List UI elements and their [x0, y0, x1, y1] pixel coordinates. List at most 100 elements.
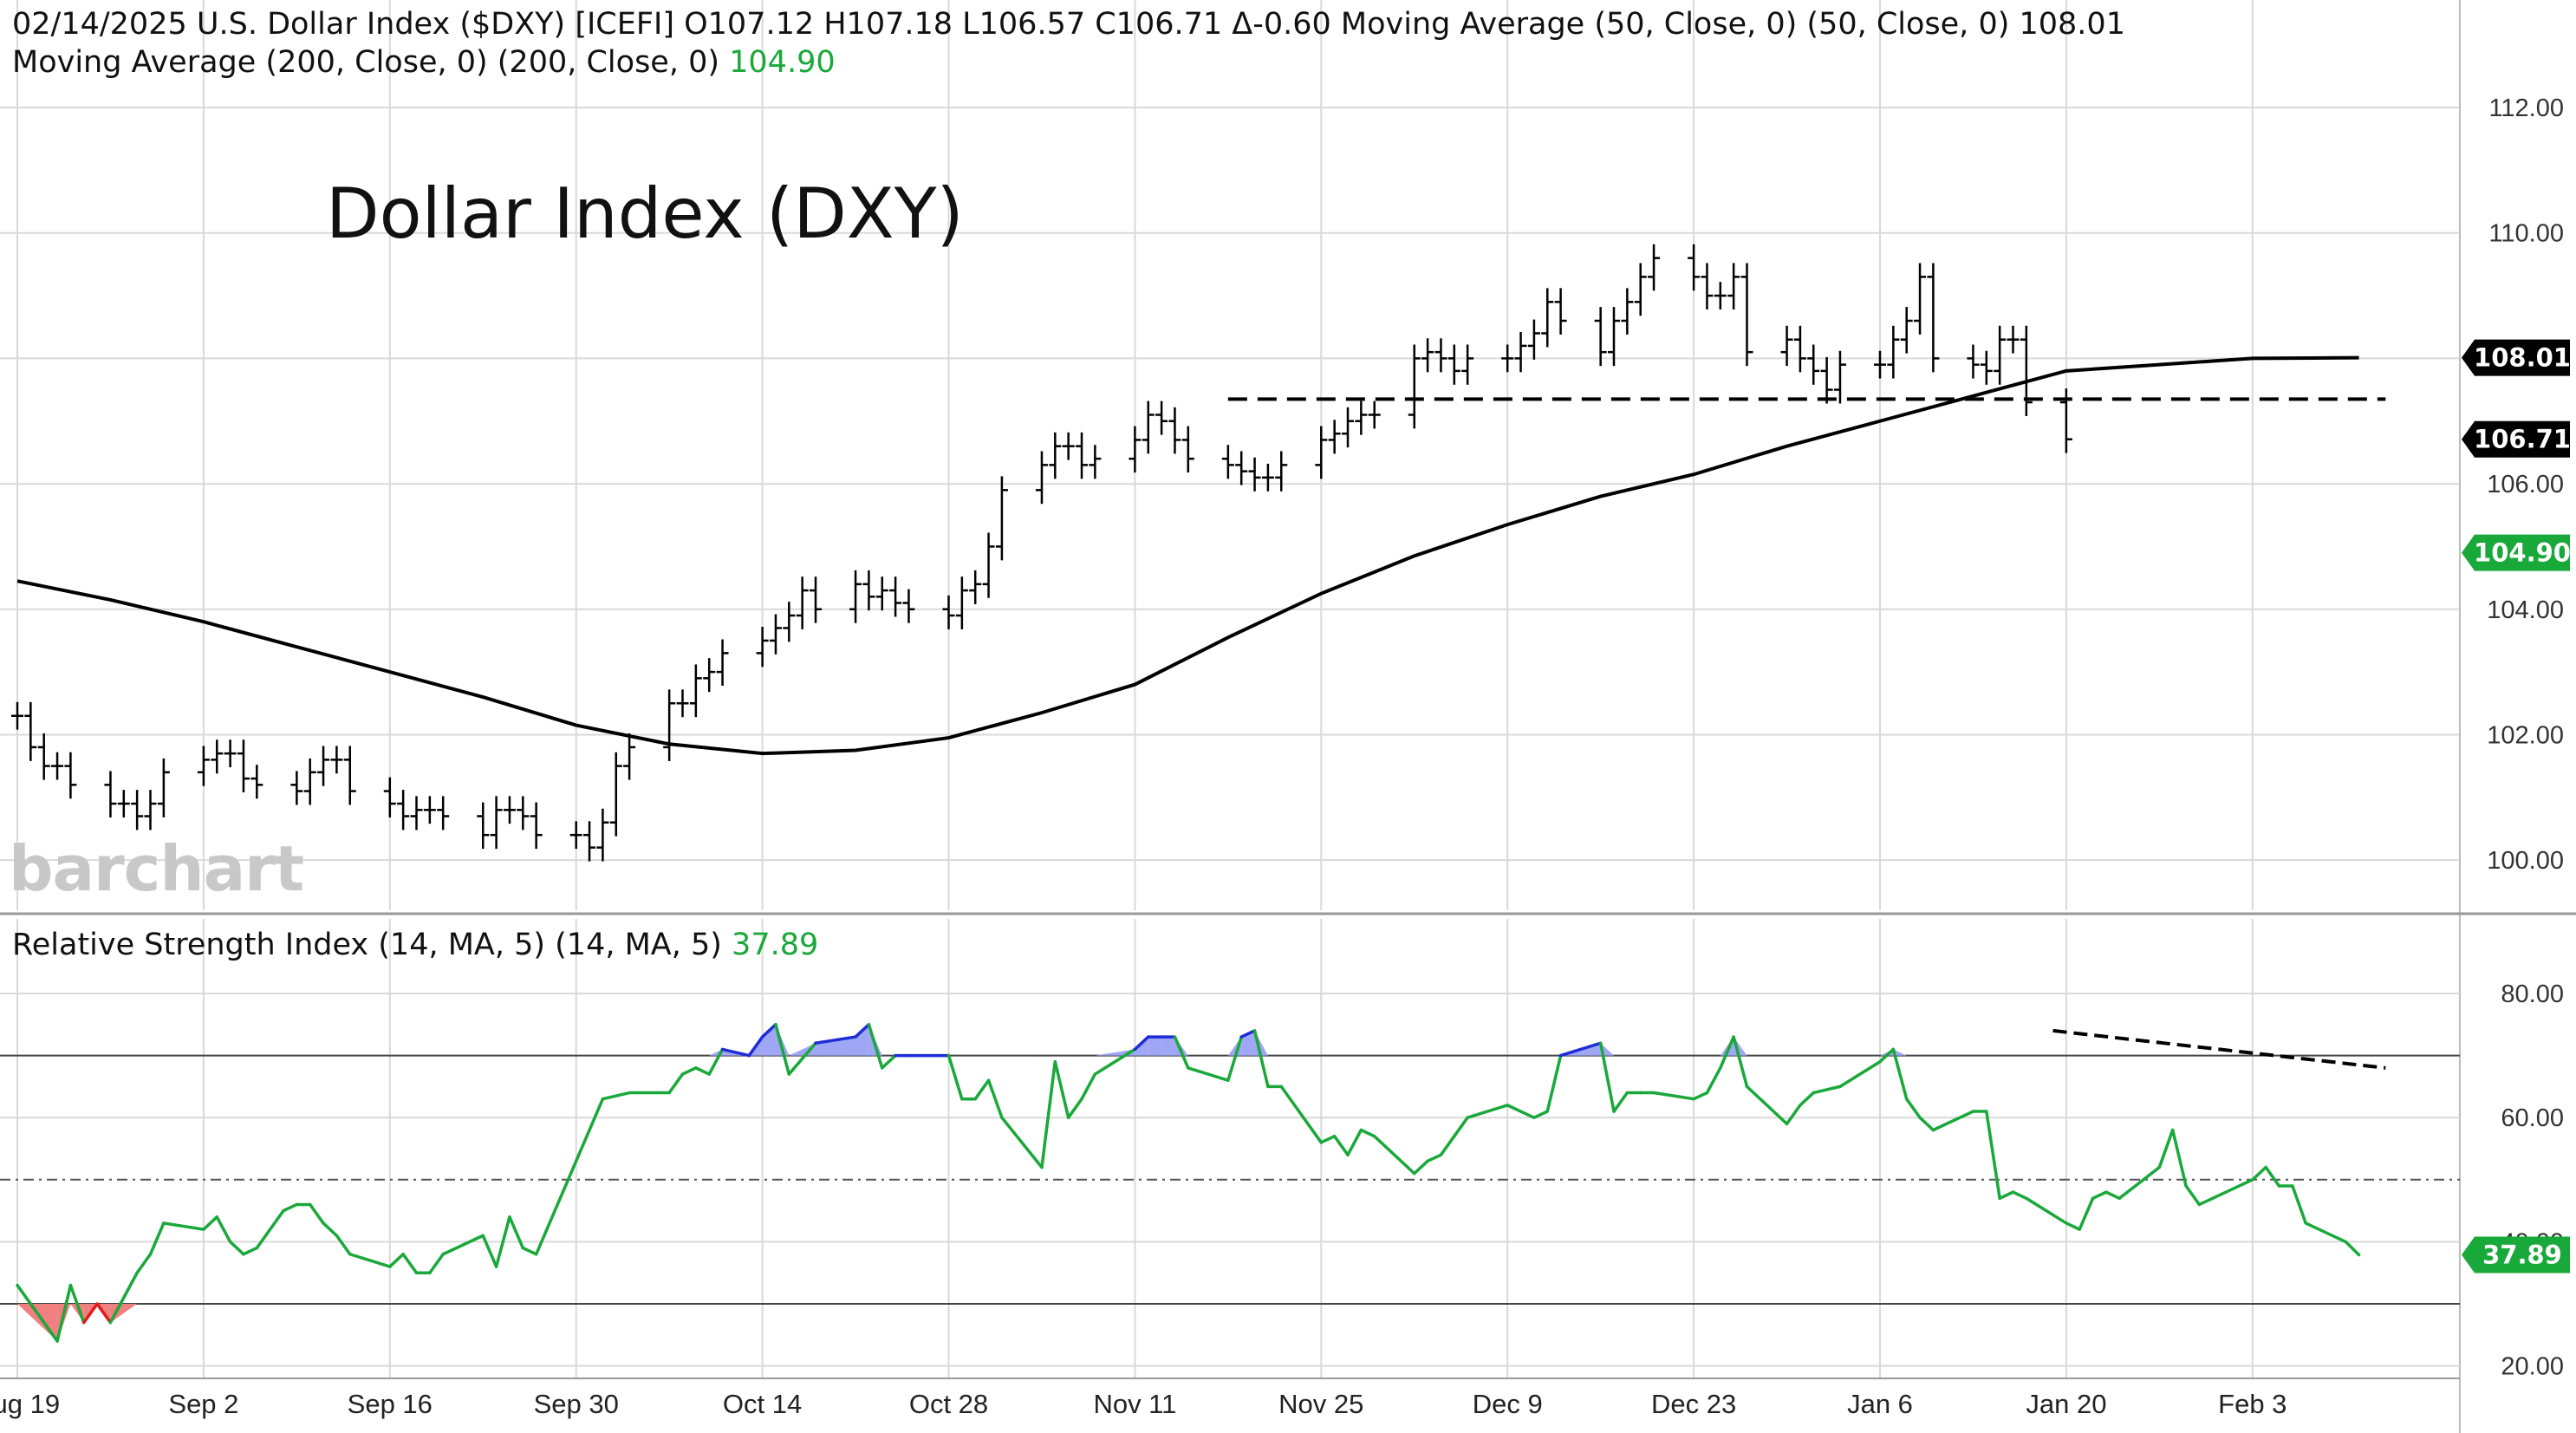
rsi-line-segment	[2251, 1165, 2267, 1182]
rsi-overbought-fill	[1161, 1037, 1175, 1056]
rsi-line-segment	[2170, 1128, 2188, 1188]
x-tick-label: Jan 20	[2026, 1389, 2106, 1419]
price-tag-shape	[2462, 420, 2570, 458]
rsi-line-segment	[242, 1246, 259, 1256]
rsi-line-segment	[481, 1234, 498, 1268]
rsi-line-segment	[1598, 1041, 1616, 1113]
price-header-line1: 02/14/2025 U.S. Dollar Index ($DXY) [ICE…	[12, 7, 2125, 42]
moving-average-lines	[16, 355, 2386, 756]
rsi-overbought-fill	[868, 1024, 882, 1056]
rsi-grid	[0, 919, 2460, 1379]
rsi-line-segment	[255, 1208, 285, 1250]
rsi-line-segment	[694, 1066, 711, 1076]
rsi-line-segment	[1891, 1047, 1909, 1101]
ma200-header-value: 104.90	[729, 45, 836, 80]
rsi-line-segment	[1053, 1059, 1070, 1119]
rsi-line-segment	[680, 1066, 698, 1076]
rsi-overbought-fill	[816, 1037, 856, 1056]
rsi-line-segment	[308, 1202, 325, 1225]
rsi-y-tick-label: 80.00	[2501, 980, 2564, 1008]
rsi-line-segment	[787, 1041, 817, 1076]
rsi-line-segment	[1745, 1085, 1789, 1126]
price-header-line2: Moving Average (200, Close, 0) (200, Clo…	[12, 45, 836, 80]
rsi-line-segment	[1226, 1035, 1243, 1082]
rsi-line-segment	[1066, 1097, 1083, 1119]
rsi-line-segment	[601, 1091, 631, 1101]
rsi-line-segment	[1652, 1091, 1695, 1101]
rsi-line-segment	[1000, 1116, 1044, 1169]
rsi-line-segment	[760, 1023, 777, 1039]
rsi-line-segment	[534, 1190, 565, 1256]
rsi-line-segment	[1838, 1059, 1882, 1089]
rsi-line-segment	[1332, 1134, 1350, 1156]
rsi-line-segment	[68, 1283, 86, 1325]
rsi-line-segment	[881, 1053, 897, 1070]
rsi-line-segment	[1904, 1097, 1922, 1119]
rsi-line-segment	[588, 1097, 605, 1132]
rsi-line-segment	[1998, 1190, 2015, 1201]
rsi-line-segment	[1187, 1066, 1230, 1082]
x-tick-label: Jan 6	[1847, 1389, 1913, 1419]
rsi-line-segment	[2011, 1190, 2028, 1201]
rsi-line-segment	[1558, 1041, 1603, 1058]
price-tag-label: 106.71	[2474, 425, 2571, 454]
price-y-tick-label: 104.00	[2487, 596, 2564, 624]
rsi-line-segment	[1545, 1053, 1563, 1113]
rsi-line-segment	[774, 1023, 791, 1076]
rsi-overbought-fill	[1893, 1049, 1907, 1056]
rsi-overbought-fill	[1720, 1037, 1734, 1056]
rsi-line-segment	[55, 1283, 73, 1343]
rsi-line-segment	[2291, 1184, 2307, 1225]
rsi-overbought-fill	[855, 1024, 869, 1056]
rsi-line-segment	[202, 1215, 218, 1231]
rsi-line-segment	[720, 1047, 751, 1058]
rsi-line-segment	[867, 1023, 884, 1070]
rsi-tag-shape	[2462, 1236, 2570, 1273]
price-tag-shape	[2462, 534, 2570, 571]
rsi-header-text: Relative Strength Index (14, MA, 5) (14,…	[12, 928, 732, 962]
rsi-line-segment	[1080, 1072, 1097, 1101]
rsi-line-segment	[2264, 1165, 2281, 1188]
ma50-header-value: 108.01	[2019, 7, 2125, 42]
rsi-line-segment	[707, 1047, 725, 1076]
rsi-oversold-fill	[70, 1304, 84, 1323]
rsi-line-segment	[1918, 1116, 1935, 1132]
price-y-tick-label: 100.00	[2487, 847, 2564, 875]
rsi-oversold-fill	[17, 1304, 58, 1342]
rsi-line-segment	[508, 1215, 525, 1250]
x-tick-label: Nov 11	[1093, 1389, 1176, 1419]
rsi-line-segment	[1692, 1091, 1709, 1101]
rsi-line-segment	[521, 1246, 538, 1256]
price-y-tick-label: 110.00	[2488, 220, 2564, 248]
x-tick-label: Sep 30	[534, 1389, 619, 1419]
rsi-line-segment	[1612, 1091, 1630, 1113]
rsi-line-segment	[1372, 1134, 1416, 1176]
rsi-line-segment	[148, 1221, 166, 1256]
rsi-line-segment	[1985, 1110, 2001, 1201]
rsi-line-segment	[2025, 1196, 2068, 1225]
rsi-line-segment	[1319, 1134, 1337, 1144]
rsi-line-segment	[1453, 1116, 1469, 1138]
rsi-line-segment	[95, 1302, 113, 1325]
rsi-line-segment	[1705, 1066, 1722, 1095]
rsi-line-segment	[108, 1271, 139, 1325]
price-tags: 108.01 106.71 104.90 37.89	[2462, 339, 2571, 1273]
rsi-header: Relative Strength Index (14, MA, 5) (14,…	[12, 928, 818, 962]
rsi-line-segment	[814, 1035, 857, 1045]
rsi-line-segment	[1133, 1035, 1150, 1052]
rsi-overbought-fill	[762, 1024, 776, 1056]
rsi-line-segment	[401, 1253, 419, 1274]
price-y-tick-label: 102.00	[2487, 721, 2564, 749]
rsi-y-tick-label: 20.00	[2501, 1353, 2564, 1381]
rsi-line-segment	[1732, 1035, 1749, 1089]
x-tick-label: Feb 3	[2218, 1389, 2287, 1419]
rsi-line-segment	[282, 1202, 299, 1213]
rsi-line-segment	[1719, 1035, 1735, 1070]
rsi-line-segment	[228, 1240, 245, 1256]
rsi-line-segment	[1346, 1128, 1363, 1156]
rsi-line-segment	[561, 1159, 578, 1194]
rsi-line-segment	[2104, 1190, 2122, 1201]
rsi-line-segment	[2344, 1240, 2361, 1257]
x-tick-label: Dec 9	[1473, 1389, 1543, 1419]
